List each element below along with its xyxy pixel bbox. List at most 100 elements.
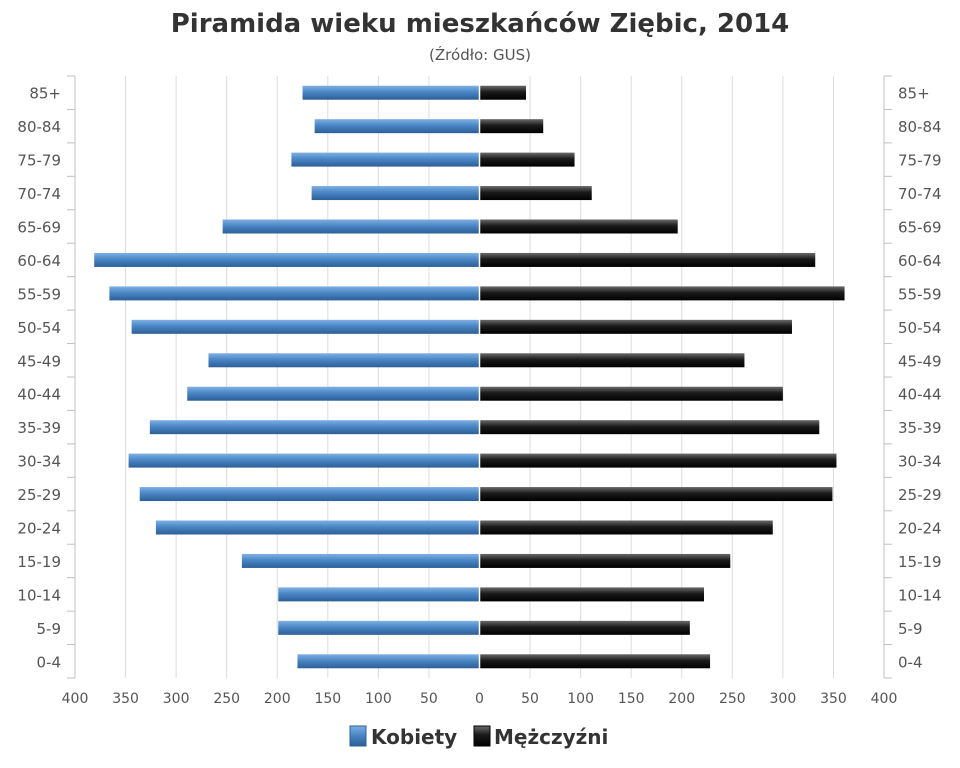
category-label-right: 70-74 (898, 185, 942, 203)
bar-mezczyzni (479, 654, 711, 669)
category-label-right: 65-69 (898, 219, 942, 237)
category-label-right: 10-14 (898, 586, 942, 604)
bar-mezczyzni (479, 353, 745, 368)
bar-kobiety (187, 386, 480, 401)
category-label-left: 70-74 (17, 185, 61, 203)
x-tick-label: 250 (719, 691, 746, 707)
bar-kobiety (291, 152, 480, 167)
category-label-right: 80-84 (898, 118, 942, 136)
chart-subtitle: (Źródło: GUS) (429, 45, 531, 64)
x-tick-label: 50 (521, 691, 539, 707)
bar-kobiety (131, 319, 480, 334)
category-label-right: 85+ (898, 85, 930, 103)
bar-mezczyzni (479, 85, 527, 100)
category-label-left: 20-24 (17, 520, 61, 538)
category-label-right: 25-29 (898, 486, 942, 504)
category-label-left: 15-19 (17, 553, 61, 571)
bar-mezczyzni (479, 152, 575, 167)
category-label-left: 5-9 (37, 620, 62, 638)
legend-swatch-mezczyzni (473, 725, 491, 747)
bar-kobiety (109, 286, 480, 301)
x-tick-label: 100 (567, 691, 594, 707)
bar-mezczyzni (479, 252, 816, 267)
x-tick-label: 300 (163, 691, 190, 707)
category-label-left: 75-79 (17, 152, 61, 170)
bar-kobiety (302, 85, 480, 100)
category-label-left: 25-29 (17, 486, 61, 504)
x-tick-label: 0 (475, 691, 484, 707)
bar-kobiety (155, 520, 480, 535)
bar-kobiety (241, 553, 480, 568)
bars (94, 76, 845, 678)
category-label-right: 45-49 (898, 352, 942, 370)
category-label-right: 55-59 (898, 285, 942, 303)
category-label-right: 75-79 (898, 152, 942, 170)
bar-mezczyzni (479, 119, 544, 134)
legend-label-mezczyzni: Mężczyźni (494, 725, 608, 749)
bar-mezczyzni (479, 453, 837, 468)
category-label-left: 65-69 (17, 219, 61, 237)
legend-label-kobiety: Kobiety (371, 725, 457, 749)
bar-mezczyzni (479, 620, 690, 635)
category-label-left: 50-54 (17, 319, 61, 337)
x-tick-label: 300 (770, 691, 797, 707)
bar-mezczyzni (479, 420, 820, 435)
bar-mezczyzni (479, 587, 704, 602)
bar-kobiety (278, 620, 480, 635)
category-label-left: 80-84 (17, 118, 61, 136)
category-label-left: 10-14 (17, 586, 61, 604)
legend: Kobiety Mężczyźni (349, 725, 608, 749)
category-label-left: 85+ (29, 85, 61, 103)
x-tick-label: 350 (820, 691, 847, 707)
bar-kobiety (149, 420, 480, 435)
x-tick-label: 200 (264, 691, 291, 707)
x-tick-label: 350 (112, 691, 139, 707)
x-tick-label: 250 (213, 691, 240, 707)
bar-mezczyzni (479, 186, 592, 201)
bar-mezczyzni (479, 386, 783, 401)
category-label-left: 60-64 (17, 252, 61, 270)
bar-mezczyzni (479, 286, 845, 301)
bar-kobiety (311, 186, 480, 201)
bar-mezczyzni (479, 487, 833, 502)
bar-mezczyzni (479, 520, 773, 535)
category-label-right: 60-64 (898, 252, 942, 270)
category-label-right: 20-24 (898, 520, 942, 538)
bar-kobiety (208, 353, 480, 368)
category-label-left: 30-34 (17, 453, 61, 471)
category-label-right: 30-34 (898, 453, 942, 471)
bar-kobiety (297, 654, 480, 669)
bar-kobiety (314, 119, 480, 134)
legend-swatch-kobiety (349, 725, 367, 747)
x-tick-label: 400 (871, 691, 898, 707)
x-tick-label: 150 (618, 691, 645, 707)
category-label-right: 15-19 (898, 553, 942, 571)
bar-mezczyzni (479, 553, 731, 568)
category-label-left: 45-49 (17, 352, 61, 370)
category-label-left: 40-44 (17, 386, 61, 404)
bar-kobiety (139, 487, 480, 502)
category-label-right: 50-54 (898, 319, 942, 337)
category-label-right: 5-9 (898, 620, 923, 638)
chart-title: Piramida wieku mieszkańców Ziębic, 2014 (171, 9, 790, 39)
category-label-right: 35-39 (898, 419, 942, 437)
category-label-right: 0-4 (898, 653, 923, 671)
x-tick-label: 100 (365, 691, 392, 707)
bar-mezczyzni (479, 319, 792, 334)
bar-kobiety (128, 453, 480, 468)
bar-kobiety (222, 219, 480, 234)
bar-kobiety (278, 587, 480, 602)
category-label-right: 40-44 (898, 386, 942, 404)
bar-mezczyzni (479, 219, 678, 234)
x-tick-label: 400 (62, 691, 89, 707)
tick-labels: 400 350 300 250 200 150 100 50 0 50 100 150 200 250 30… (17, 85, 941, 707)
x-tick-label: 50 (420, 691, 438, 707)
category-label-left: 55-59 (17, 285, 61, 303)
axes (67, 75, 892, 679)
x-tick-label: 200 (668, 691, 695, 707)
bar-kobiety (94, 252, 480, 267)
x-tick-label: 150 (314, 691, 341, 707)
category-label-left: 35-39 (17, 419, 61, 437)
category-label-left: 0-4 (37, 653, 62, 671)
